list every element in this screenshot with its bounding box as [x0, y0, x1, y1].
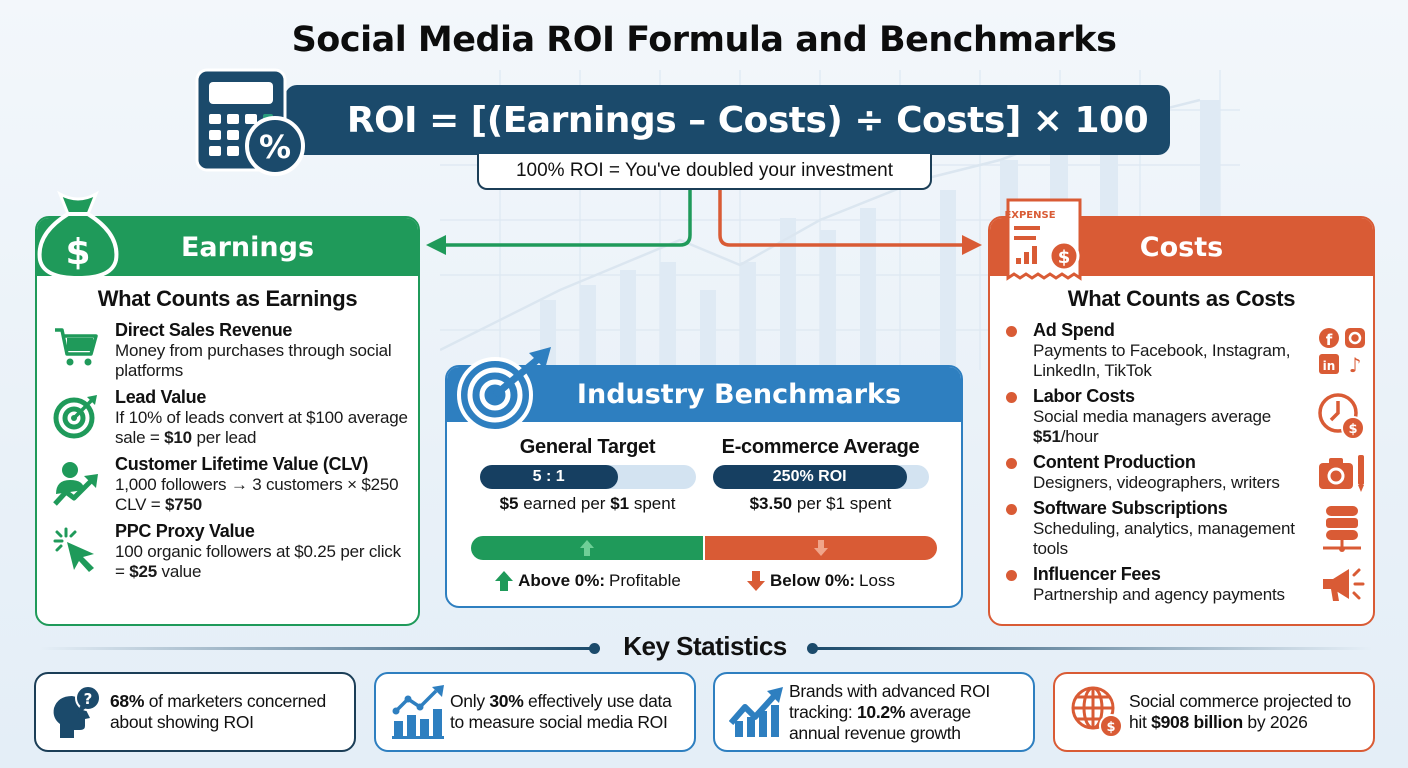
- legend-profitable: Above 0%: Profitable: [471, 570, 704, 592]
- earnings-card: Earnings What Counts as Earnings Direct …: [35, 216, 420, 626]
- stat-card-revenue-growth: Brands with advanced ROI tracking: 10.2%…: [713, 672, 1035, 752]
- benchmarks-header: Industry Benchmarks: [447, 367, 961, 422]
- earnings-item-clv: Customer Lifetime Value (CLV) 1,000 foll…: [37, 454, 418, 515]
- ecommerce-average-bar: 250% ROI: [712, 465, 929, 489]
- costs-item-labor: Labor Costs Social media managers averag…: [990, 386, 1373, 447]
- arrow-down-icon: [747, 571, 766, 591]
- earnings-item-direct-sales: Direct Sales Revenue Money from purchase…: [37, 320, 418, 381]
- costs-subheader: What Counts as Costs: [1067, 286, 1296, 311]
- costs-item-content-production: Content Production Designers, videograph…: [990, 452, 1373, 493]
- svg-text:in: in: [1323, 359, 1336, 373]
- key-statistics-title: Key Statistics: [623, 631, 787, 661]
- connector-arrows: [426, 190, 982, 255]
- bullet-dot: [1006, 570, 1017, 581]
- costs-card: Costs What Counts as Costs Ad Spend Paym…: [988, 216, 1375, 626]
- svg-text:$: $: [65, 232, 90, 273]
- svg-text:?: ?: [84, 690, 93, 708]
- megaphone-icon: [1323, 568, 1365, 601]
- bullet-dot: [1006, 458, 1017, 469]
- svg-text:f: f: [1326, 331, 1333, 349]
- divider-dot: [589, 643, 600, 654]
- profit-loss-bar: [471, 536, 937, 560]
- target-arrow-icon: [457, 347, 551, 433]
- social-media-logos-icon: f in ♪: [1319, 327, 1365, 376]
- earnings-item-ppc-proxy: PPC Proxy Value 100 organic followers at…: [37, 521, 418, 582]
- calculator-percent-icon: %: [195, 68, 305, 176]
- arrow-down-icon: [814, 540, 828, 556]
- divider-line: [40, 647, 595, 650]
- camera-pen-icon: [1319, 454, 1364, 492]
- benchmark-ecommerce-average: E-commerce Average 250% ROI $3.50 per $1…: [704, 436, 937, 514]
- clock-dollar-icon: $: [1318, 392, 1365, 440]
- bullet-dot: [1006, 392, 1017, 403]
- svg-text:%: %: [259, 128, 291, 166]
- globe-dollar-icon: $: [1071, 686, 1123, 738]
- shopping-cart-icon: [55, 328, 98, 366]
- svg-text:$: $: [1058, 247, 1071, 268]
- divider-line: [812, 647, 1372, 650]
- costs-item-software: Software Subscriptions Scheduling, analy…: [990, 498, 1373, 559]
- stat-card-data-usage: Only 30% effectively use data to measure…: [374, 672, 696, 752]
- roi-formula-explanation: 100% ROI = You've doubled your investmen…: [477, 154, 932, 190]
- benchmark-general-target: General Target 5 : 1 $5 earned per $1 sp…: [471, 436, 704, 514]
- legend-loss: Below 0%: Loss: [704, 570, 937, 592]
- growth-arrow-icon: [729, 687, 783, 737]
- industry-benchmarks-card: Industry Benchmarks General Target 5 : 1…: [445, 365, 963, 608]
- costs-item-ad-spend: Ad Spend Payments to Facebook, Instagram…: [990, 320, 1373, 381]
- costs-item-influencer: Influencer Fees Partnership and agency p…: [990, 564, 1373, 605]
- arrow-up-icon: [580, 540, 594, 556]
- cursor-click-icon: [53, 527, 94, 572]
- bar-chart-trend-icon: [392, 685, 444, 739]
- head-question-icon: ?: [53, 685, 101, 738]
- stat-card-marketers-concerned: ? 68% of marketers concerned about showi…: [34, 672, 356, 752]
- page-title: Social Media ROI Formula and Benchmarks: [291, 20, 1117, 60]
- arrow-up-icon: [495, 571, 514, 591]
- svg-text:EXPENSE: EXPENSE: [1004, 210, 1055, 221]
- svg-text:$: $: [1106, 720, 1115, 735]
- roi-formula-text: ROI = [(Earnings – Costs) ÷ Costs] × 100: [346, 99, 1149, 141]
- money-bag-icon: $: [37, 190, 119, 281]
- person-growth-icon: [53, 462, 98, 506]
- svg-text:♪: ♪: [1349, 353, 1362, 376]
- svg-text:$: $: [1348, 422, 1357, 437]
- database-server-icon: [1323, 505, 1361, 552]
- target-icon: [53, 395, 97, 439]
- expense-receipt-icon: EXPENSE $: [1004, 198, 1082, 281]
- general-target-bar: 5 : 1: [479, 465, 696, 489]
- earnings-subheader: What Counts as Earnings: [97, 286, 358, 311]
- earnings-item-lead-value: Lead Value If 10% of leads convert at $1…: [37, 387, 418, 448]
- roi-formula-banner: ROI = [(Earnings – Costs) ÷ Costs] × 100: [285, 85, 1170, 155]
- stat-card-social-commerce: $ Social commerce projected to hit $908 …: [1053, 672, 1375, 752]
- bullet-dot: [1006, 504, 1017, 515]
- bullet-dot: [1006, 326, 1017, 337]
